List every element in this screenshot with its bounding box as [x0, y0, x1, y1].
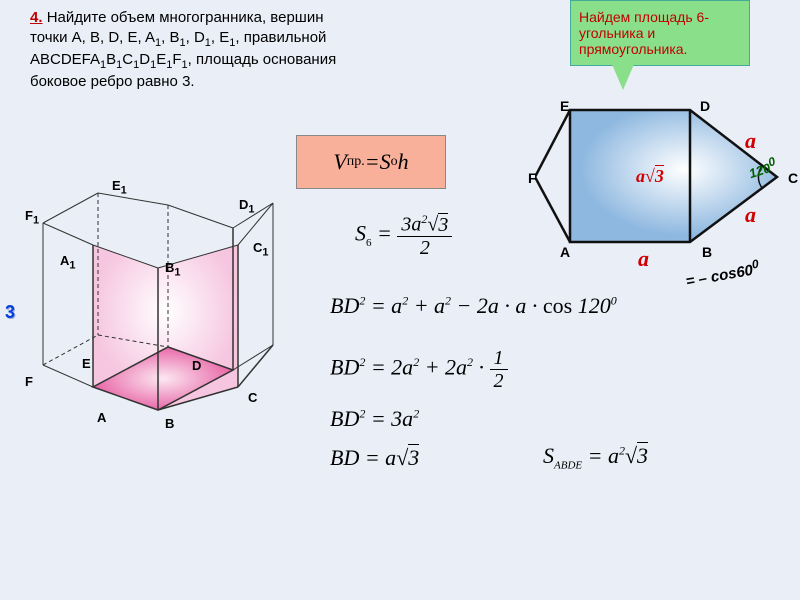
- problem-number: 4.: [30, 9, 43, 26]
- hex-B: B: [702, 244, 712, 260]
- label-E: E: [82, 356, 91, 371]
- formula-bd4: BD = a√3: [330, 445, 419, 471]
- diag-a-sqrt3: a√3: [636, 166, 664, 187]
- edge-a-3: a: [638, 246, 649, 272]
- formula-s6: S6 = 3a2√32: [355, 213, 452, 258]
- formula-bd1: BD2 = a2 + a2 − 2a · a · cos 1200: [330, 293, 617, 319]
- label-C: C: [248, 390, 257, 405]
- label-C1: C1: [253, 240, 269, 259]
- label-A1: A1: [60, 253, 76, 272]
- edge-a-2: a: [745, 202, 756, 228]
- label-D: D: [192, 358, 201, 373]
- hint-callout: Найдем площадь 6- угольника и прямоуголь…: [570, 0, 750, 66]
- problem-text: 4. Найдите объем многогранника, вершин т…: [30, 8, 410, 92]
- prism-diagram: [28, 155, 298, 440]
- problem-line1a: Найдите объем многогранника, вершин: [47, 9, 324, 26]
- label-F1: F1: [25, 208, 39, 227]
- label-F: F: [25, 374, 33, 389]
- label-D1: D1: [239, 197, 255, 216]
- hex-E: E: [560, 98, 569, 114]
- label-B: B: [165, 416, 174, 431]
- hex-A: A: [560, 244, 570, 260]
- formula-sabde: SABDE = a2√3: [543, 443, 648, 471]
- height-label: 3: [5, 302, 15, 323]
- formula-bd3: BD2 = 3a2: [330, 406, 419, 432]
- hex-F: F: [528, 170, 537, 186]
- problem-line2: точки A, B, D, E, A: [30, 29, 155, 46]
- edge-a-1: a: [745, 128, 756, 154]
- label-B1: B1: [165, 260, 181, 279]
- label-A: A: [97, 410, 106, 425]
- hex-C: C: [788, 170, 798, 186]
- volume-formula: Vпр. = Sоh: [296, 135, 446, 189]
- formula-bd2: BD2 = 2a2 + 2a2 · 12: [330, 348, 508, 391]
- hex-D: D: [700, 98, 710, 114]
- label-E1: E1: [112, 178, 127, 197]
